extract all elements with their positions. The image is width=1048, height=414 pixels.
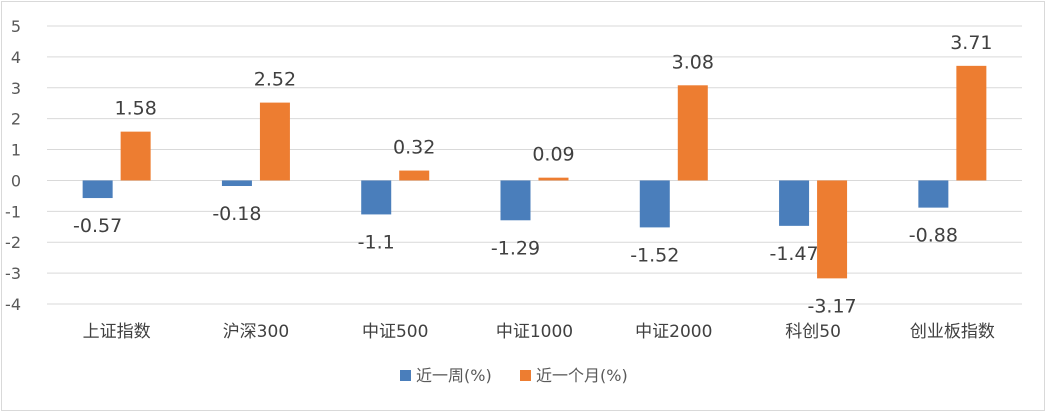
bar-month	[538, 177, 569, 181]
data-label: -0.57	[73, 215, 122, 237]
data-label: -1.1	[358, 231, 395, 253]
y-tick-label: 5	[11, 17, 21, 36]
legend-label: 近一周(%)	[416, 366, 492, 385]
data-label: 3.08	[672, 51, 714, 73]
data-label: -1.47	[769, 243, 818, 265]
data-label: 3.71	[950, 32, 992, 54]
y-tick-label: 4	[11, 48, 21, 67]
bar-month	[399, 170, 430, 181]
bar-week	[82, 180, 113, 199]
data-label: -1.52	[630, 244, 679, 266]
y-tick-label: 0	[11, 171, 21, 190]
bar-month	[817, 180, 848, 279]
data-label: 2.52	[254, 69, 296, 91]
x-tick-label: 中证500	[362, 322, 428, 342]
data-label: -0.18	[212, 203, 261, 225]
x-tick-label: 上证指数	[83, 322, 151, 342]
bar-week	[500, 180, 531, 221]
x-tick-label: 中证1000	[496, 322, 573, 342]
data-label: -3.17	[807, 295, 856, 317]
legend-swatch	[400, 370, 411, 381]
bar-month	[120, 131, 151, 181]
data-label: 0.32	[393, 137, 435, 159]
legend-swatch	[520, 370, 531, 381]
y-tick-label: 1	[11, 141, 21, 160]
data-label: -0.88	[909, 225, 958, 247]
x-tick-label: 沪深300	[223, 322, 289, 342]
bar-week	[361, 180, 392, 215]
bar-week	[918, 180, 949, 208]
legend-label: 近一个月(%)	[536, 366, 628, 385]
y-tick-label: -1	[5, 202, 21, 221]
bar-week	[779, 180, 810, 226]
data-label: 0.09	[532, 144, 574, 166]
bar-month	[259, 102, 290, 181]
bar-week	[221, 180, 252, 187]
data-label: 1.58	[114, 98, 156, 120]
y-tick-label: -2	[5, 233, 21, 252]
data-label: -1.29	[491, 237, 540, 259]
y-tick-label: -3	[5, 264, 21, 283]
bar-month	[677, 85, 708, 181]
x-tick-label: 中证2000	[635, 322, 712, 342]
bar-week	[639, 180, 670, 228]
bar-month	[956, 65, 987, 181]
x-tick-label: 科创50	[785, 322, 841, 342]
y-tick-label: 3	[11, 79, 21, 98]
y-tick-label: 2	[11, 110, 21, 129]
x-tick-label: 创业板指数	[910, 322, 995, 342]
y-tick-label: -4	[5, 295, 21, 314]
